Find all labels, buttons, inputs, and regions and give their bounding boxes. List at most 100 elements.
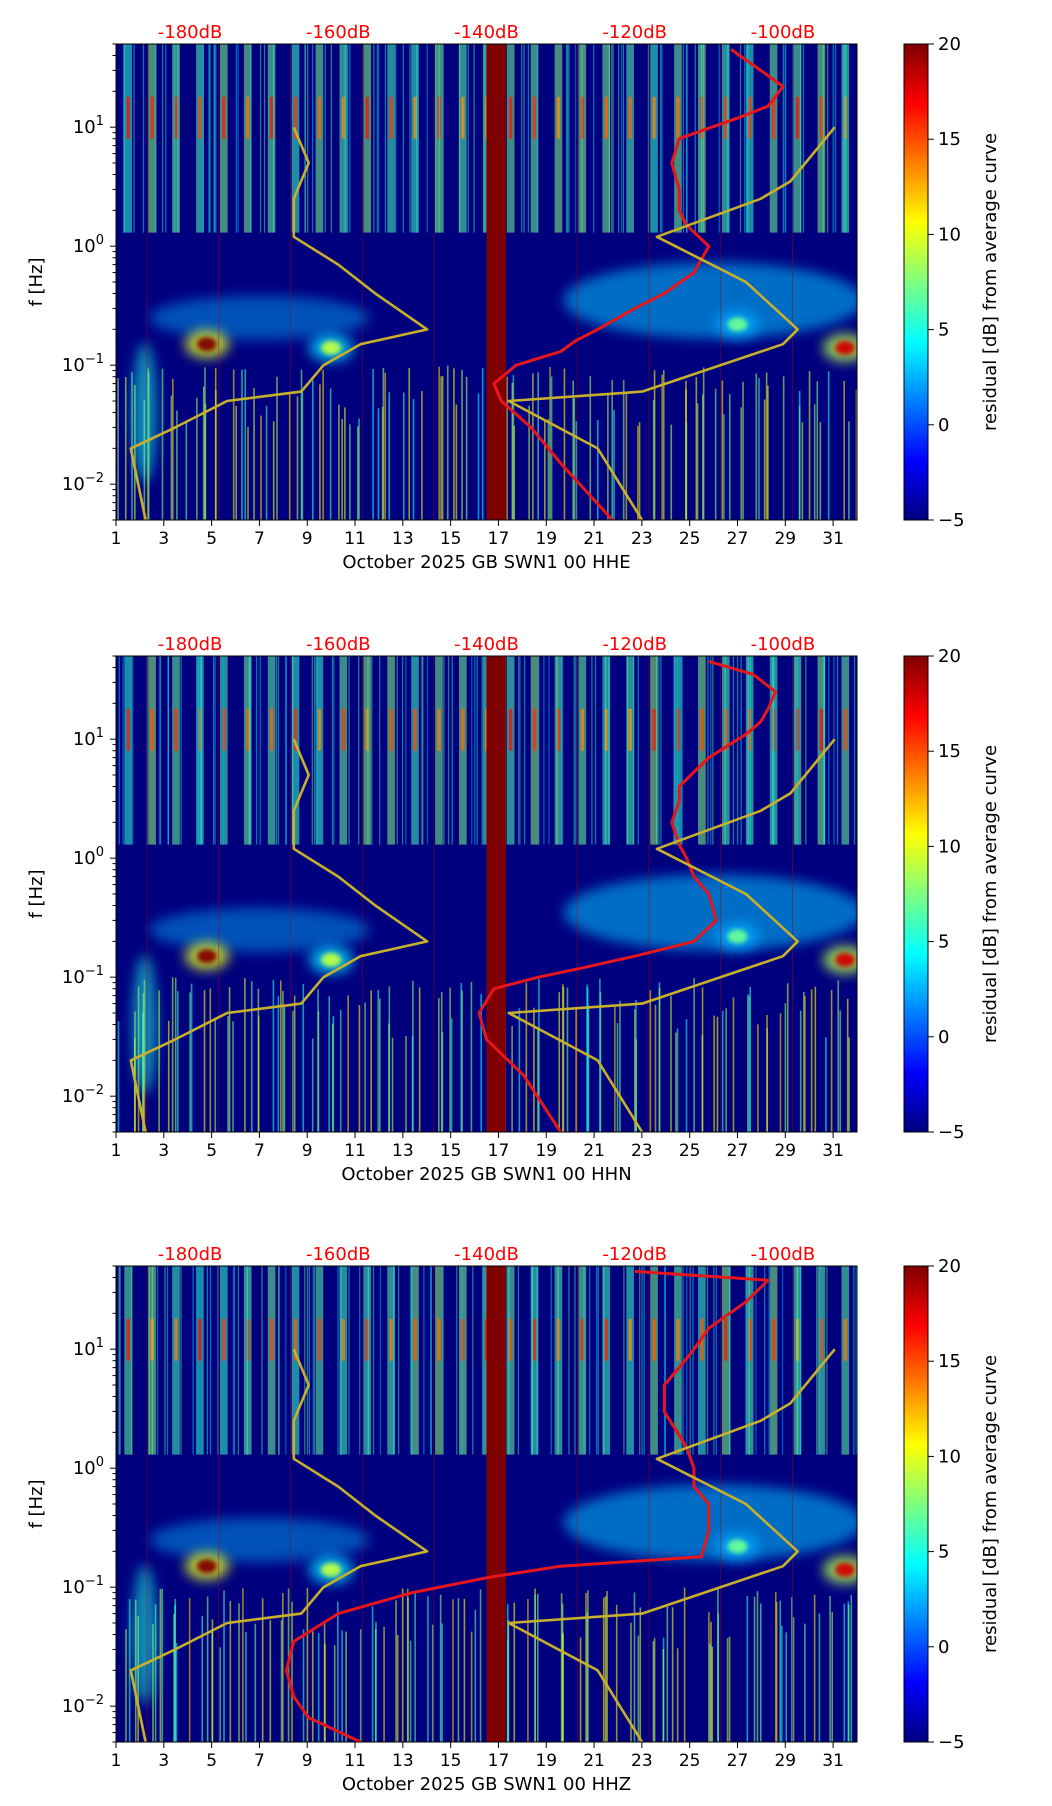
transient-spike: [619, 1000, 621, 1132]
hotspot-core: [727, 317, 748, 332]
x-tick-label: 25: [679, 1141, 701, 1161]
transient-spike: [190, 983, 193, 1132]
transient-spike: [470, 1631, 473, 1742]
transient-spike: [251, 981, 253, 1132]
transient-spike: [328, 996, 330, 1132]
y-tick-exponent: −1: [85, 352, 104, 367]
noise-line: [308, 1266, 311, 1455]
lowfreq-cloud: [132, 1564, 157, 1705]
y-tick-base: 10: [62, 474, 85, 495]
y-tick-exponent: −2: [85, 1693, 104, 1708]
transient-spike: [666, 1603, 669, 1742]
transient-spike: [639, 1607, 642, 1742]
x-tick-label: 15: [440, 529, 462, 549]
noise-line: [660, 656, 662, 845]
x-tick-label: 17: [488, 1751, 510, 1771]
daily-stripe-peak: [389, 96, 393, 139]
noise-line: [333, 656, 335, 845]
noise-line: [521, 44, 523, 233]
transient-spike: [395, 1600, 397, 1742]
colorbar-tick-label: 5: [938, 320, 949, 341]
hotspot-core: [321, 340, 342, 355]
y-tick-label: 10−1: [62, 1574, 104, 1598]
transient-spike: [406, 1588, 409, 1742]
transient-spike: [322, 370, 324, 520]
noise-line: [142, 44, 145, 233]
noise-line: [311, 44, 314, 233]
transient-spike: [461, 990, 463, 1132]
transient-spike: [317, 1632, 320, 1742]
noise-line: [217, 1266, 219, 1455]
daily-stripe-peak: [341, 96, 345, 139]
noise-line: [156, 1266, 159, 1455]
noise-line: [747, 44, 749, 233]
noise-line: [316, 656, 319, 845]
daily-stripe-peak: [580, 96, 585, 139]
transient-spike: [388, 392, 391, 520]
noise-line: [543, 656, 545, 845]
noise-line: [772, 656, 774, 845]
transient-spike: [695, 377, 698, 520]
transient-spike: [401, 1588, 404, 1742]
transient-spike: [244, 369, 247, 520]
noise-line: [373, 44, 375, 233]
transient-spike: [716, 1016, 719, 1132]
db-scale-label: -160dB: [306, 634, 371, 655]
transient-spike: [174, 1599, 177, 1742]
daily-stripe-peak: [795, 708, 800, 751]
noise-line: [307, 44, 309, 233]
noise-line: [785, 44, 787, 233]
noise-line: [694, 44, 696, 233]
transient-spike: [227, 1016, 229, 1132]
noise-line: [180, 656, 182, 845]
transient-spike: [606, 1591, 608, 1742]
daily-stripe-peak: [532, 96, 537, 139]
transient-spike: [534, 1594, 536, 1742]
daily-stripe-peak: [413, 96, 417, 139]
transient-spike: [201, 1615, 204, 1742]
noise-line: [828, 656, 830, 845]
noise-line: [159, 656, 162, 845]
transient-spike: [652, 400, 655, 520]
noise-line: [222, 656, 225, 845]
x-tick-label: 17: [488, 529, 510, 549]
transient-spike: [341, 1630, 343, 1742]
hotspot-core: [727, 1539, 748, 1554]
transient-spike: [765, 372, 768, 520]
transient-spike: [586, 984, 588, 1132]
transient-spike: [536, 1593, 539, 1742]
noise-line: [409, 44, 411, 233]
transient-spike: [460, 982, 463, 1132]
noise-line: [155, 44, 157, 233]
noise-line: [118, 1266, 120, 1455]
daily-stripe-peak: [341, 708, 345, 751]
transient-spike: [775, 1602, 778, 1742]
transient-spike: [441, 376, 444, 520]
noise-line: [593, 44, 595, 233]
transient-spike: [755, 373, 758, 520]
daily-stripe-peak: [819, 708, 824, 751]
transient-spike: [438, 366, 440, 520]
noise-line: [620, 44, 623, 233]
transient-spike: [726, 1638, 729, 1742]
transient-spike: [759, 1603, 762, 1742]
daily-stripe-peak: [724, 1318, 728, 1361]
noise-line: [739, 44, 742, 233]
colorbar-tick-label: −5: [938, 510, 965, 531]
transient-spike: [661, 374, 663, 520]
x-tick-label: 5: [206, 529, 217, 549]
transient-spike: [174, 977, 177, 1132]
transient-spike: [357, 426, 359, 520]
y-tick-base: 10: [73, 236, 96, 257]
transient-spike: [292, 1010, 294, 1132]
db-scale-label: -180dB: [158, 1244, 223, 1265]
noise-line: [822, 44, 825, 233]
transient-spike: [728, 394, 731, 520]
db-scale-label: -160dB: [306, 22, 371, 43]
noise-line: [656, 656, 658, 845]
transient-spike: [154, 1604, 157, 1742]
daily-stripe-peak: [700, 96, 704, 139]
noise-line: [597, 1266, 599, 1455]
transient-spike: [670, 424, 673, 520]
lowfreq-cloud: [132, 342, 157, 483]
